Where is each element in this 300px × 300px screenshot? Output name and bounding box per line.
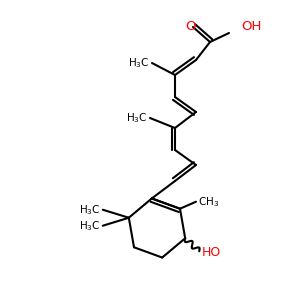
Text: H$_3$C: H$_3$C — [126, 111, 148, 125]
Text: H$_3$C: H$_3$C — [79, 219, 101, 232]
Text: HO: HO — [202, 246, 221, 259]
Text: OH: OH — [241, 20, 261, 32]
Text: CH$_3$: CH$_3$ — [198, 195, 219, 208]
Text: H$_3$C: H$_3$C — [128, 56, 150, 70]
Text: O: O — [186, 20, 196, 32]
Text: H$_3$C: H$_3$C — [79, 203, 101, 217]
